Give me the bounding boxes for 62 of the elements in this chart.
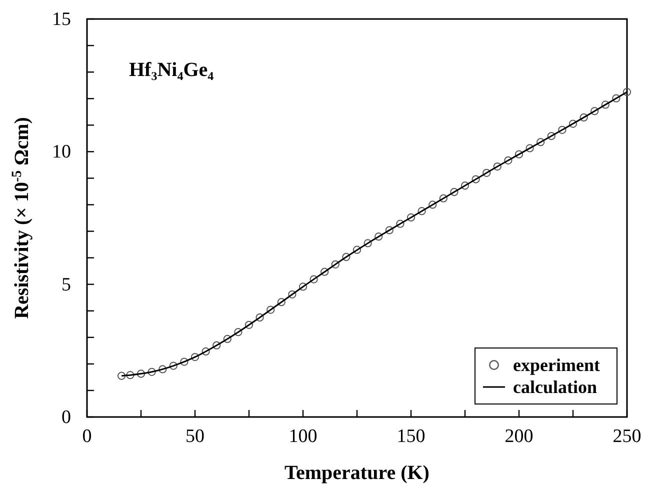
point: [504, 156, 512, 164]
point: [277, 298, 286, 306]
legend-label: calculation: [513, 377, 597, 397]
point: [450, 188, 458, 196]
point: [364, 239, 372, 248]
point: [460, 182, 470, 190]
point: [169, 362, 178, 370]
point: [439, 194, 448, 202]
point: [385, 226, 394, 234]
point: [148, 368, 156, 376]
point: [266, 306, 275, 314]
point: [482, 168, 491, 177]
point: [396, 220, 404, 228]
x-tick-label: 200: [504, 426, 534, 447]
y-tick-label: 5: [62, 274, 71, 296]
point: [612, 94, 620, 102]
x-axis-title: Temperature (K): [284, 462, 430, 484]
point: [580, 113, 588, 122]
point: [190, 352, 200, 362]
point: [428, 200, 437, 209]
point: [331, 260, 340, 268]
point: [568, 120, 578, 128]
point: [180, 358, 188, 366]
point: [547, 132, 556, 140]
point: [472, 175, 480, 184]
x-tick-label: 250: [612, 426, 642, 447]
x-tick-label: 150: [396, 426, 426, 447]
x-tick-label: 100: [288, 426, 318, 447]
point: [374, 232, 383, 241]
point: [514, 150, 524, 158]
point: [234, 328, 242, 336]
annotation: Hf₃Ni₄Ge₄: [129, 59, 214, 81]
point: [126, 371, 134, 380]
point: [601, 100, 610, 109]
x-tick-label: 50: [186, 426, 204, 447]
point: [158, 365, 167, 374]
point: [536, 138, 545, 146]
x-tick-label: 0: [82, 426, 92, 447]
point: [406, 213, 416, 222]
point: [117, 372, 126, 380]
y-tick-label: 0: [62, 407, 71, 428]
point: [244, 320, 254, 329]
point: [352, 246, 362, 254]
point: [288, 290, 296, 298]
point: [493, 162, 502, 171]
point: [622, 88, 632, 96]
point: [558, 126, 566, 134]
point: [590, 107, 599, 116]
point: [418, 207, 426, 216]
y-tick-label: 15: [52, 9, 71, 30]
point: [342, 252, 350, 262]
point: [526, 144, 534, 152]
point: [320, 268, 329, 276]
legend-label: experiment: [513, 355, 600, 375]
point: [256, 313, 264, 322]
y-tick-label: 10: [52, 142, 71, 163]
point: [310, 275, 318, 284]
point: [298, 282, 308, 291]
point: [202, 347, 210, 356]
point: [212, 341, 221, 350]
point: [136, 370, 146, 378]
point: [223, 334, 232, 344]
